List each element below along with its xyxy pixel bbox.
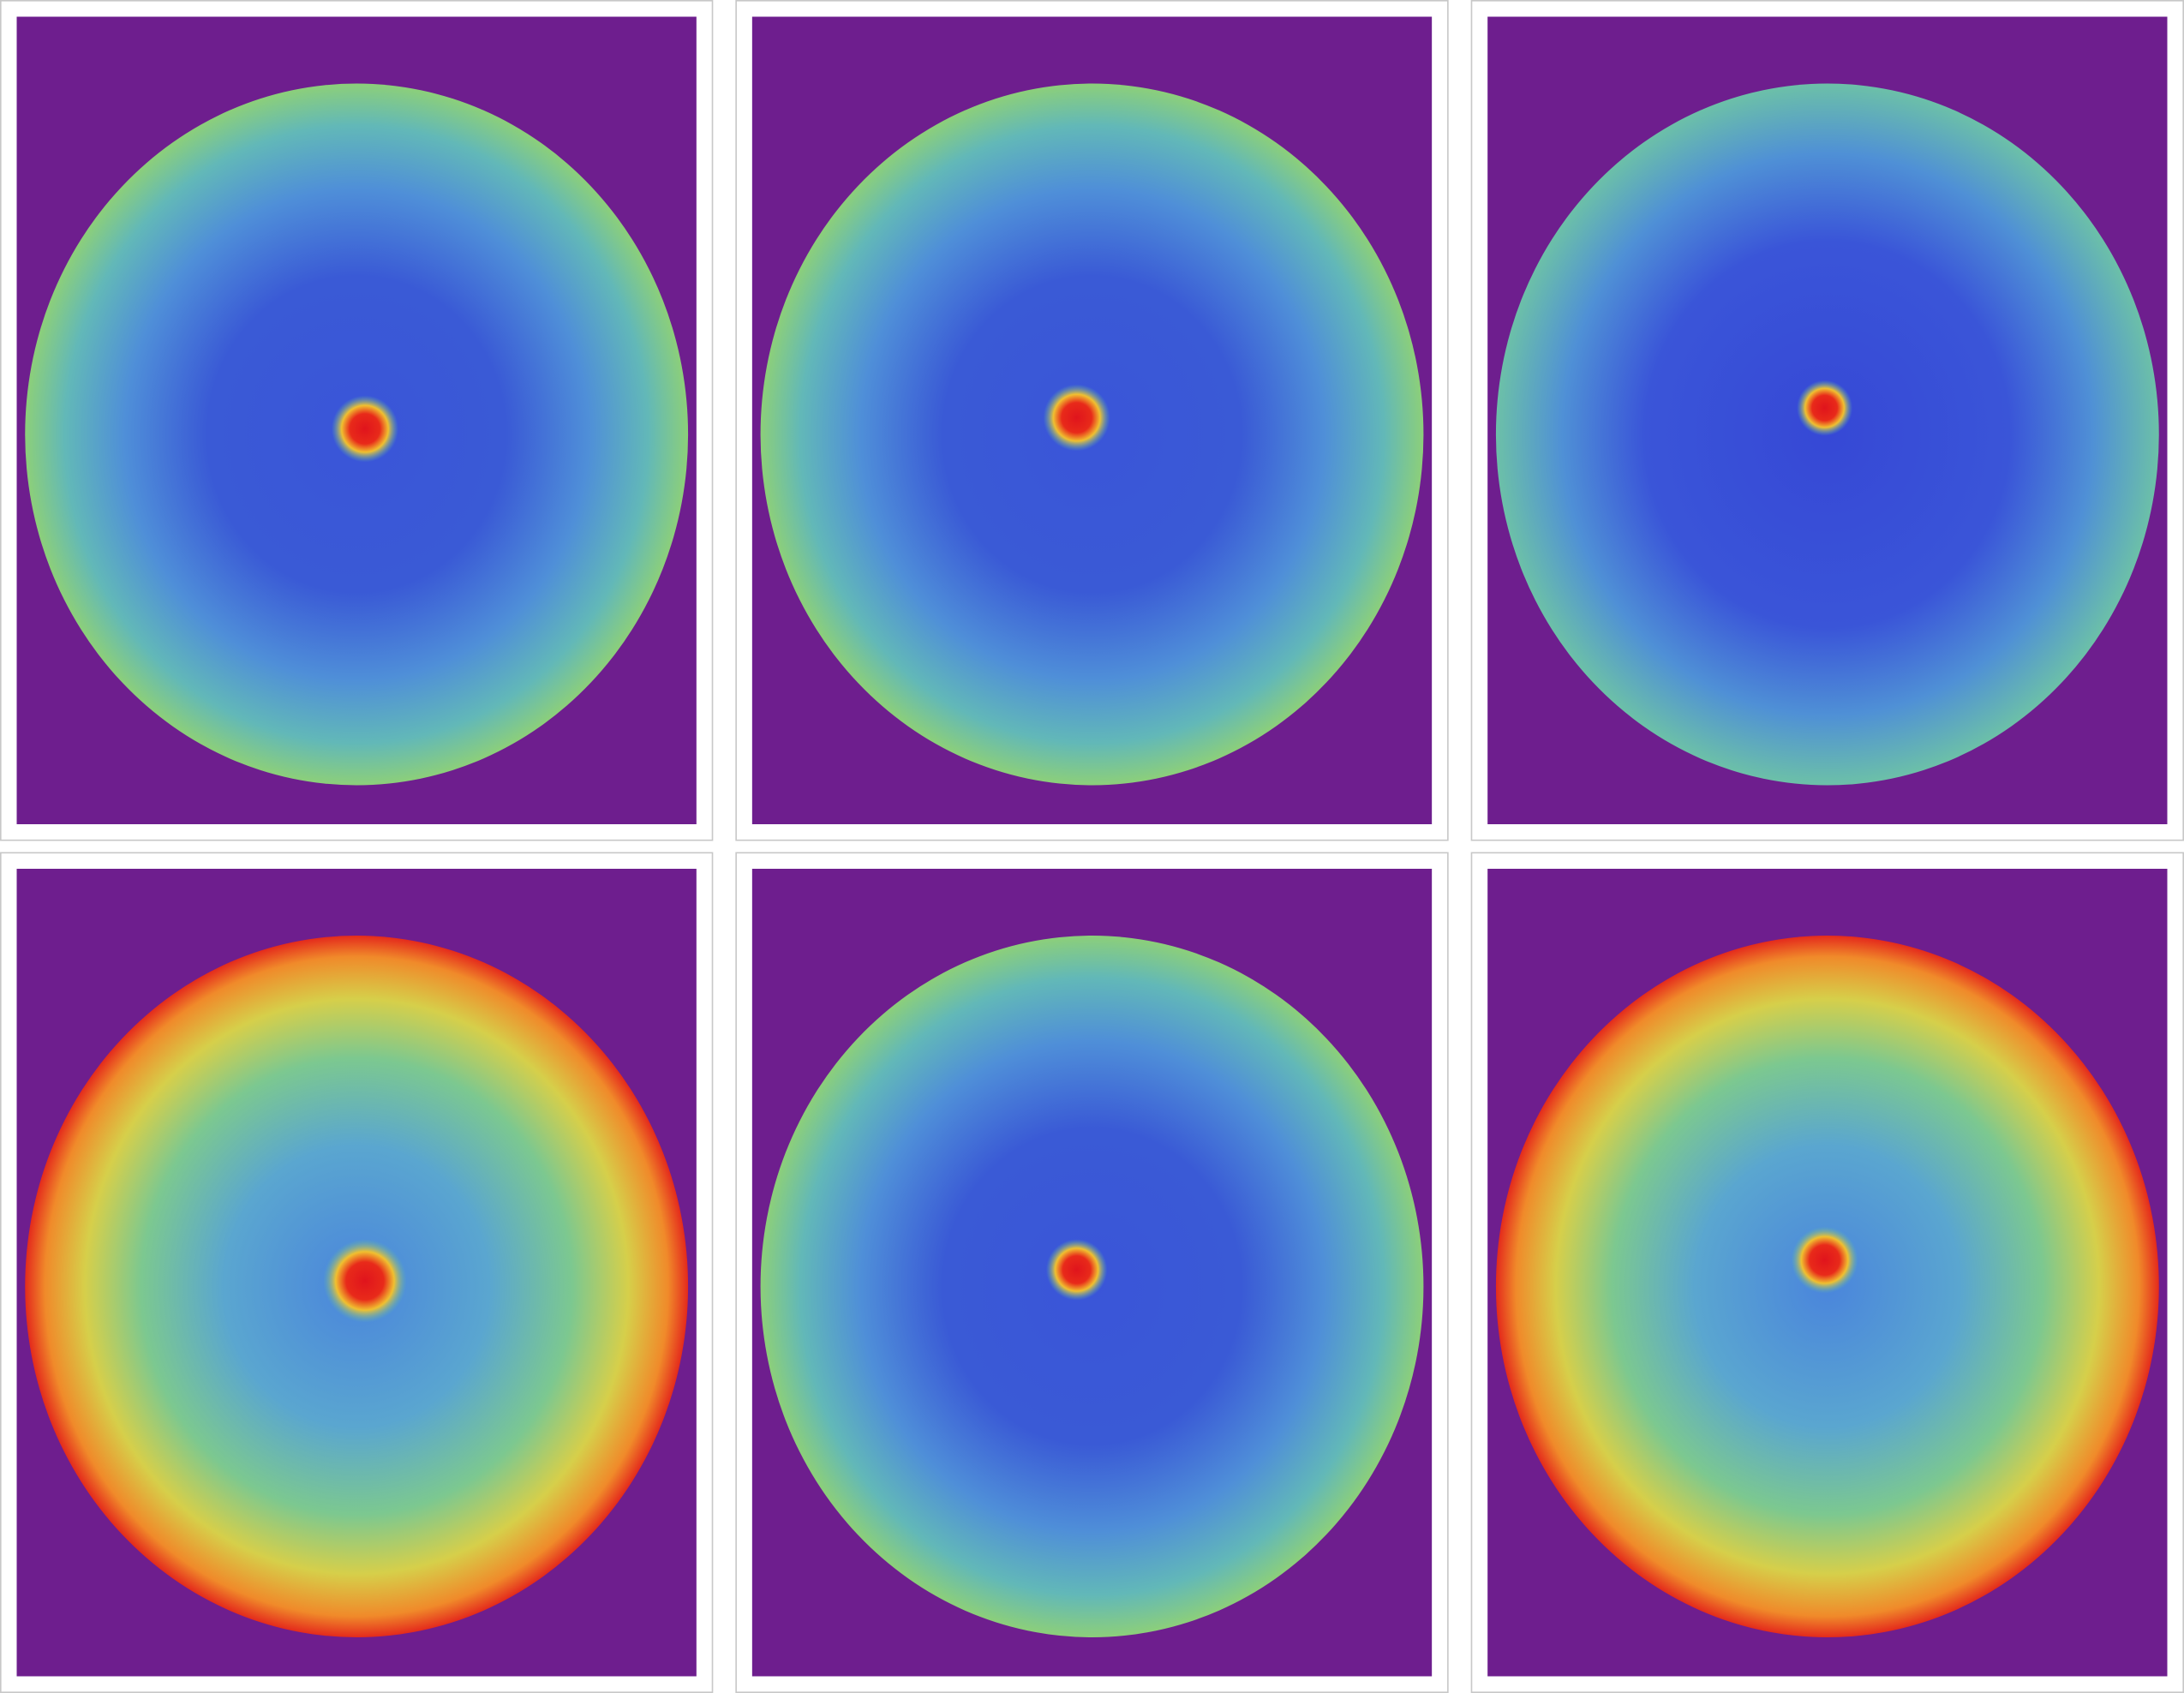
hot-spot [1043, 384, 1110, 452]
panel [0, 0, 714, 841]
hot-spot [1797, 380, 1853, 436]
panel [735, 852, 1449, 1693]
panel [1470, 0, 2184, 841]
hot-spot [1791, 1226, 1858, 1294]
hot-spot [331, 395, 398, 463]
hot-spot [1045, 1239, 1108, 1301]
panel [735, 0, 1449, 841]
panel [1470, 852, 2184, 1693]
hot-spot [323, 1239, 407, 1323]
panel [0, 852, 714, 1693]
